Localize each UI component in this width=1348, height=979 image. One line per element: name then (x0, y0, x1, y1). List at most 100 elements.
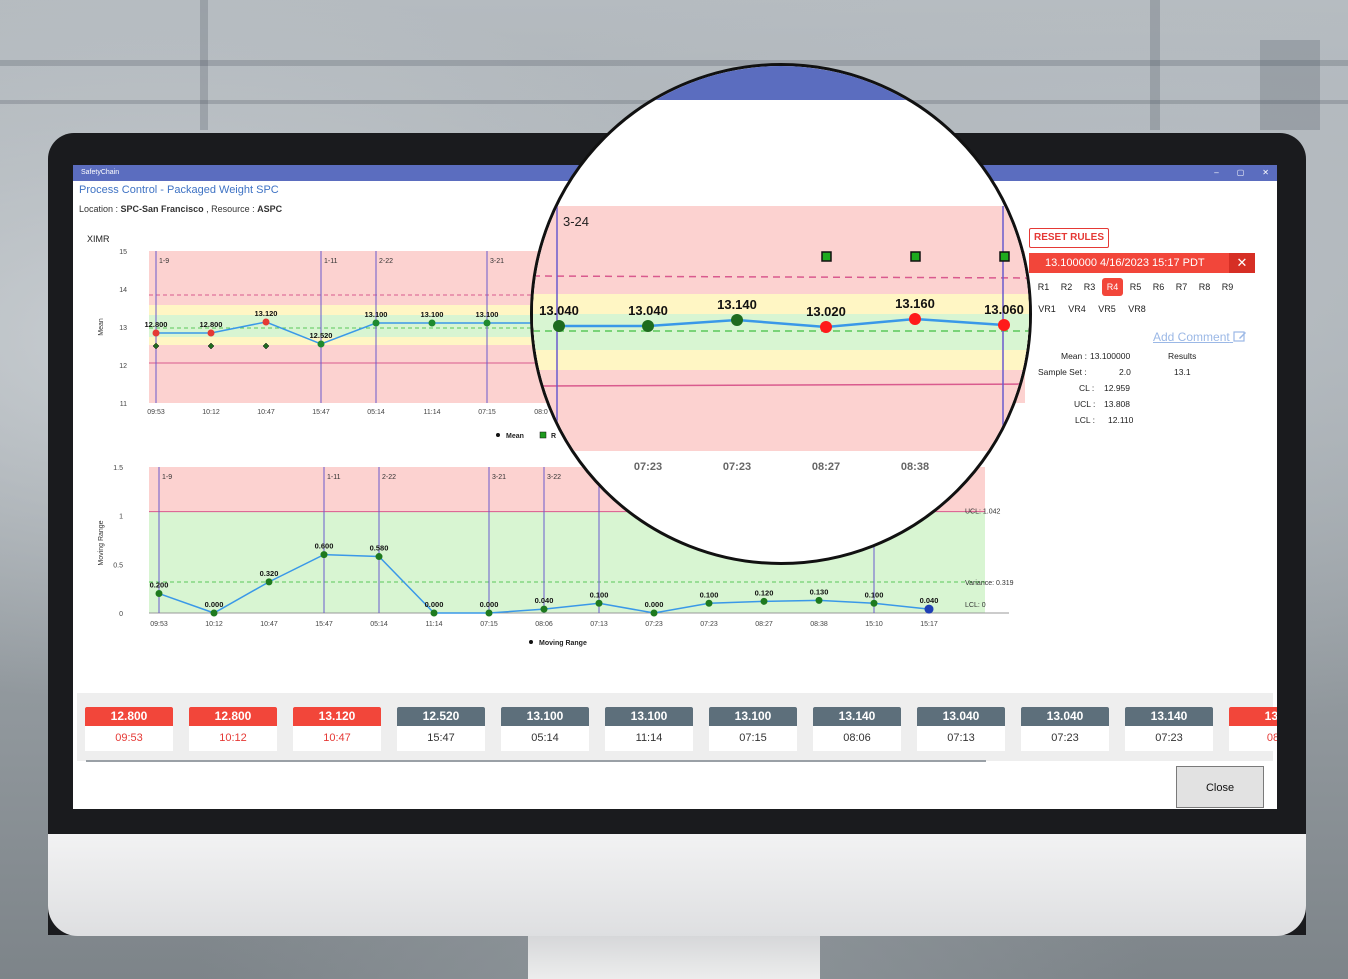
rule-r2[interactable]: R2 (1060, 282, 1073, 292)
range-point (155, 590, 163, 598)
x-tick-label: 07:23 (645, 621, 663, 628)
sample-card-time: 11:14 (635, 732, 663, 744)
range-point-label: 0.120 (755, 588, 774, 597)
close-window-icon[interactable]: ✕ (1262, 168, 1269, 177)
close-selection-icon[interactable]: ✕ (1229, 253, 1255, 273)
x-tick-label: 15:17 (920, 621, 938, 628)
reset-rules-button[interactable]: RESET RULES (1029, 228, 1109, 248)
x-tick-label: 15:47 (315, 621, 333, 628)
sample-card-time: 07:13 (947, 732, 975, 744)
rule-r5[interactable]: R5 (1129, 282, 1142, 292)
sample-card[interactable]: 12.520 15:47 (397, 707, 485, 751)
y-tick-label: 1.5 (113, 465, 123, 472)
results-label: Results (1168, 351, 1197, 361)
mean-point (152, 329, 160, 337)
mean-label: Mean : (1061, 351, 1087, 361)
range-point-label: 0.600 (315, 542, 334, 551)
rule-r7[interactable]: R7 (1175, 282, 1188, 292)
range-point-label: 0.000 (480, 600, 499, 609)
x-tick-label: 10:12 (205, 621, 223, 628)
maximize-icon[interactable]: ▢ (1236, 168, 1245, 177)
horizontal-scrollbar[interactable] (86, 760, 986, 762)
mean-point-label: 12.800 (200, 320, 223, 329)
sample-card-time: 07:23 (1051, 732, 1079, 744)
range-point-label: 0.000 (425, 600, 444, 609)
rule-r9[interactable]: R9 (1221, 282, 1234, 292)
mean-legend-icon (496, 433, 500, 437)
zoom-point (998, 319, 1010, 331)
mean-point (262, 318, 270, 326)
lcl-label: LCL : (1075, 415, 1096, 425)
rules-list: R1 R2 R3 R4 R5 R6 R7 R8 R9 VR1 VR4 VR5 VR8 (1033, 278, 1263, 318)
window-title: SafetyChain (81, 169, 120, 176)
sample-card-value: 13. (1229, 707, 1277, 726)
mean-point (317, 340, 325, 348)
x-tick-label: 09:53 (150, 621, 168, 628)
close-button[interactable]: Close (1176, 766, 1264, 808)
mean-point (372, 319, 380, 327)
rule-vr8[interactable]: VR8 (1128, 304, 1146, 314)
sample-card[interactable]: 13.040 07:23 (1021, 707, 1109, 751)
sample-card[interactable]: 12.800 09:53 (85, 707, 173, 751)
y-axis-label: Moving Range (98, 520, 105, 565)
mean-legend-label: Mean (506, 433, 524, 440)
sample-card-value: 12.800 (85, 707, 173, 726)
mean-point-label: 12.520 (310, 331, 333, 340)
mean-point (428, 319, 436, 327)
mean-point-label: 13.100 (476, 310, 499, 319)
range-marker (207, 342, 215, 350)
minimize-icon[interactable]: – (1214, 168, 1219, 177)
x-tick-label: 07:15 (478, 409, 496, 416)
range-point (265, 578, 273, 586)
edit-icon (1233, 331, 1247, 342)
sample-card[interactable]: 13.100 11:14 (605, 707, 693, 751)
sample-card[interactable]: 13.100 05:14 (501, 707, 589, 751)
mean-point (207, 329, 215, 337)
x-tick-label: 08:0 (534, 409, 548, 416)
sample-card[interactable]: 13.040 07:13 (917, 707, 1005, 751)
zoom-point (553, 320, 565, 332)
range-point (320, 551, 328, 559)
rule-r1[interactable]: R1 (1037, 282, 1050, 292)
mean-series-line (156, 321, 536, 345)
resource-label: Resource : (211, 204, 255, 214)
mean-point-label: 12.800 (145, 320, 168, 329)
rule-r8[interactable]: R8 (1198, 282, 1211, 292)
x-tick-label: 05:14 (367, 409, 385, 416)
y-tick-label: 0.5 (113, 562, 123, 569)
zoom-point (731, 314, 743, 326)
zoom-lcl-line (533, 383, 1029, 387)
sample-card[interactable]: 12.800 10:12 (189, 707, 277, 751)
chart-label: XIMR (87, 234, 110, 244)
zoom-x-tick-label: 07:23 (723, 461, 751, 473)
rule-r6[interactable]: R6 (1152, 282, 1165, 292)
rule-r4[interactable]: R4 (1102, 278, 1123, 296)
phase-marker-label: 1-9 (159, 258, 169, 265)
range-marker (152, 342, 160, 350)
zoom-point-label: 13.040 (539, 303, 579, 318)
sample-card-value: 13.040 (917, 707, 1005, 726)
rule-vr5[interactable]: VR5 (1098, 304, 1116, 314)
sample-strip: 12.800 09:53 12.800 10:12 13.120 10:47 12.520 1… (77, 693, 1277, 761)
sample-card[interactable]: 13.08 (1229, 707, 1277, 751)
sample-card-time: 07:23 (1155, 732, 1183, 744)
page-title: Process Control - Packaged Weight SPC (79, 184, 279, 196)
x-tick-label: 15:47 (312, 409, 330, 416)
location-label: Location : (79, 204, 119, 214)
rule-vr1[interactable]: VR1 (1038, 304, 1056, 314)
ucl-label: UCL: 1.042 (965, 509, 1001, 516)
selected-point-bar: 13.100000 4/16/2023 15:17 PDT ✕ (1029, 253, 1255, 273)
sample-card[interactable]: 13.100 07:15 (709, 707, 797, 751)
add-comment-link[interactable]: Add Comment (1153, 330, 1247, 344)
monitor-stand (528, 936, 820, 979)
x-tick-label: 05:14 (370, 621, 388, 628)
results-value: 13.1 (1174, 367, 1191, 377)
phase-marker-label: 3-21 (492, 474, 506, 481)
cl-label: CL : (1079, 383, 1095, 393)
sample-card[interactable]: 13.140 08:06 (813, 707, 901, 751)
sample-card[interactable]: 13.120 10:47 (293, 707, 381, 751)
range-point-label: 0.040 (535, 596, 554, 605)
rule-vr4[interactable]: VR4 (1068, 304, 1086, 314)
sample-card[interactable]: 13.140 07:23 (1125, 707, 1213, 751)
rule-r3[interactable]: R3 (1083, 282, 1096, 292)
